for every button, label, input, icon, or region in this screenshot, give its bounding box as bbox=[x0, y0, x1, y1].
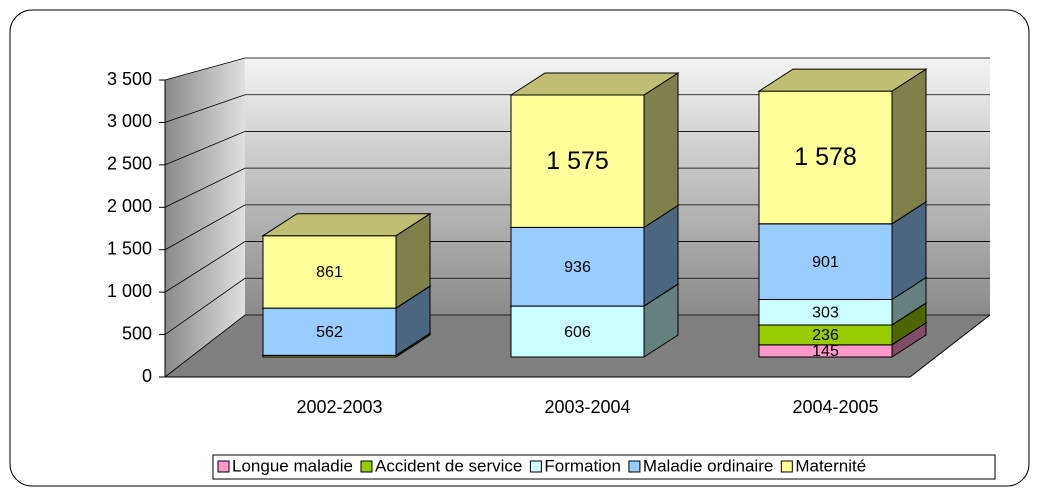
y-tick-label: 500 bbox=[122, 323, 152, 343]
bar-side bbox=[643, 72, 679, 229]
x-tick-label: 2004-2005 bbox=[792, 397, 878, 417]
grid-line bbox=[164, 277, 990, 335]
side-wall bbox=[165, 58, 245, 377]
legend-swatch bbox=[217, 460, 230, 473]
bar-top bbox=[757, 68, 928, 92]
legend-label: Maternité bbox=[795, 456, 866, 475]
y-tick-label: 0 bbox=[142, 366, 152, 386]
grid-line bbox=[164, 94, 990, 123]
y-tick-label: 1 500 bbox=[107, 238, 152, 258]
x-tick-label: 2003-2004 bbox=[544, 397, 630, 417]
grid-line bbox=[164, 314, 990, 378]
bar-segment bbox=[510, 226, 645, 307]
legend-label: Longue maladie bbox=[232, 456, 353, 475]
bar-top bbox=[509, 72, 680, 96]
data-label: 236 bbox=[812, 327, 839, 344]
y-tick-label: 2 500 bbox=[107, 154, 152, 174]
bar-segment bbox=[510, 94, 645, 228]
y-tick-label: 2 000 bbox=[107, 196, 152, 216]
y-tick-label: 3 500 bbox=[107, 69, 152, 89]
data-label: 901 bbox=[812, 254, 839, 271]
data-label: 562 bbox=[316, 324, 343, 341]
bar-side bbox=[891, 68, 927, 225]
grid-line bbox=[164, 131, 990, 166]
bar-segment bbox=[758, 223, 893, 301]
legend-label: Maladie ordinaire bbox=[643, 456, 773, 475]
bar-segment bbox=[758, 90, 893, 225]
data-label: 145 bbox=[812, 343, 839, 360]
legend-swatch bbox=[780, 460, 793, 473]
data-label: 861 bbox=[316, 264, 343, 281]
y-tick-label: 1 000 bbox=[107, 281, 152, 301]
legend-label: Accident de service bbox=[375, 456, 522, 475]
grid-line bbox=[164, 241, 990, 293]
legend-label: Formation bbox=[544, 456, 621, 475]
data-label: 1 578 bbox=[794, 143, 857, 171]
grid-line bbox=[164, 57, 990, 81]
legend-swatch bbox=[628, 460, 641, 473]
data-label: 936 bbox=[564, 259, 591, 276]
data-label: 1 575 bbox=[546, 147, 609, 175]
legend-swatch bbox=[529, 460, 542, 473]
grid-line bbox=[164, 167, 990, 208]
data-label: 303 bbox=[812, 304, 839, 321]
legend bbox=[212, 454, 996, 480]
bar-top bbox=[261, 213, 432, 237]
data-label: 606 bbox=[564, 324, 591, 341]
bar-segment bbox=[262, 307, 397, 356]
grid-line bbox=[164, 204, 990, 251]
x-tick-label: 2002-2003 bbox=[296, 397, 382, 417]
legend-swatch bbox=[360, 460, 373, 473]
y-tick-label: 3 000 bbox=[107, 111, 152, 131]
floor-edge bbox=[909, 314, 991, 378]
